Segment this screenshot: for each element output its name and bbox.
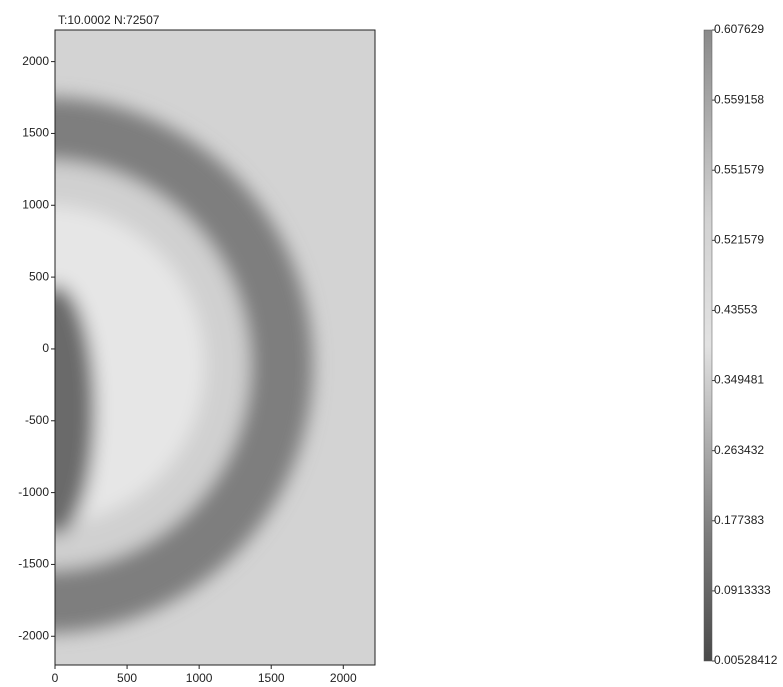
- colorbar-tick-label: 0.00528412: [714, 653, 778, 667]
- x-tick-label: 2000: [330, 671, 357, 685]
- colorbar-tick-label: 0.559158: [714, 92, 764, 106]
- y-tick-label: -500: [25, 413, 49, 427]
- x-tick-label: 1000: [186, 671, 213, 685]
- y-tick-label: 2000: [22, 54, 49, 68]
- x-tick-label: 0: [52, 671, 59, 685]
- colorbar-tick-label: 0.607629: [714, 22, 764, 36]
- colorbar-tick-label: 0.349481: [714, 373, 764, 387]
- colorbar-tick-label: 0.263432: [714, 443, 764, 457]
- chart: T:10.0002 N:72507 0 500 1000 1500 2000 2000 15…: [0, 0, 783, 687]
- colorbar-tick-label: 0.0913333: [714, 583, 771, 597]
- y-tick-label: -2000: [18, 628, 49, 642]
- y-tick-label: -1500: [18, 557, 49, 571]
- y-tick-label: 500: [29, 269, 49, 283]
- x-tick-label: 1500: [258, 671, 285, 685]
- colorbar-tick-label: 0.551579: [714, 162, 764, 176]
- y-tick-label: 1500: [22, 126, 49, 140]
- heatmap-field: [0, 30, 375, 665]
- y-tick-label: 1000: [22, 197, 49, 211]
- colorbar: [704, 30, 712, 661]
- y-tick-label: 0: [42, 341, 49, 355]
- colorbar-tick-label: 0.43553: [714, 303, 758, 317]
- y-tick-label: -1000: [18, 485, 49, 499]
- chart-title: T:10.0002 N:72507: [58, 13, 160, 27]
- x-tick-label: 500: [117, 671, 137, 685]
- colorbar-tick-label: 0.521579: [714, 233, 764, 247]
- colorbar-tick-label: 0.177383: [714, 513, 764, 527]
